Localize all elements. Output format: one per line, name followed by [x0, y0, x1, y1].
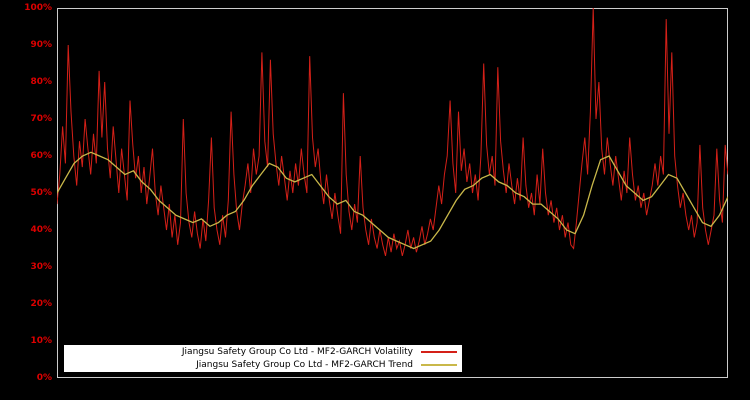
series-line-0 [57, 8, 728, 257]
legend-line-icon [421, 351, 457, 353]
y-axis-label: 60% [30, 151, 52, 161]
y-axis-label: 50% [30, 188, 52, 198]
y-axis-label: 30% [30, 262, 52, 272]
legend-label-trend: Jiangsu Safety Group Co Ltd - MF2-GARCH … [196, 360, 413, 370]
chart-plot-area [57, 8, 728, 378]
legend-item-trend: Jiangsu Safety Group Co Ltd - MF2-GARCH … [64, 359, 462, 371]
chart-legend: Jiangsu Safety Group Co Ltd - MF2-GARCH … [64, 345, 462, 372]
legend-item-volatility: Jiangsu Safety Group Co Ltd - MF2-GARCH … [64, 346, 462, 358]
y-axis-label: 90% [30, 40, 52, 50]
y-axis-label: 0% [36, 373, 52, 383]
legend-label-volatility: Jiangsu Safety Group Co Ltd - MF2-GARCH … [181, 347, 413, 357]
y-axis-label: 40% [30, 225, 52, 235]
legend-line-icon [421, 364, 457, 366]
y-axis-label: 80% [30, 77, 52, 87]
y-axis-label: 70% [30, 114, 52, 124]
y-axis-label: 20% [30, 299, 52, 309]
series-line-1 [57, 151, 728, 250]
y-axis-label: 10% [30, 336, 52, 346]
y-axis-label: 100% [24, 3, 52, 13]
